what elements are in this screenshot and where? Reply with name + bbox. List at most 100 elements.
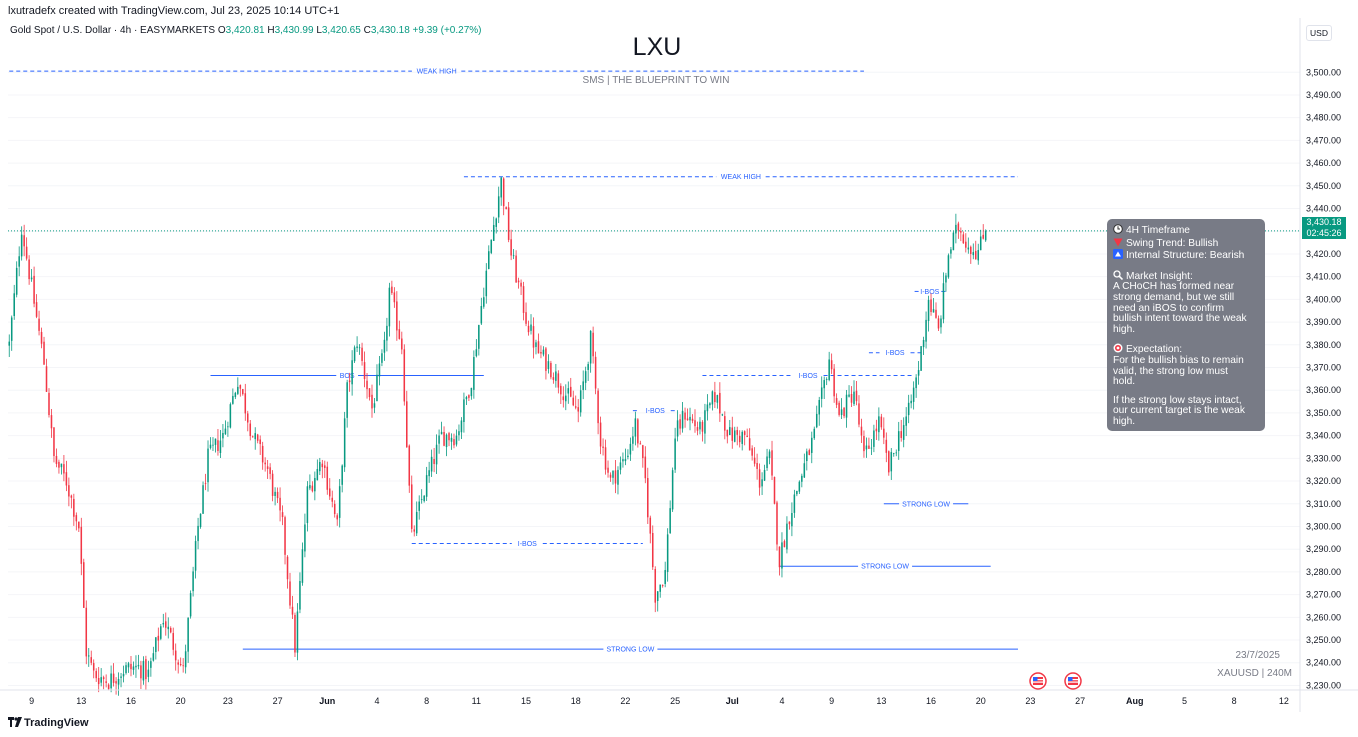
tradingview-logo-text: TradingView bbox=[24, 717, 89, 729]
y-tick-label: 3,370.00 bbox=[1306, 363, 1341, 373]
candle-body bbox=[758, 469, 761, 488]
candle-body bbox=[291, 606, 294, 615]
info-panel[interactable]: 4H Timeframe Swing Trend: Bullish Intern… bbox=[1107, 219, 1265, 431]
candle-body bbox=[289, 581, 291, 606]
price-axis[interactable]: 3,230.00 3,240.00 3,250.00 3,260.00 3,270.00… bbox=[1299, 18, 1341, 712]
candle-body bbox=[212, 444, 214, 446]
candle-body bbox=[686, 418, 689, 421]
symbol-info[interactable]: Gold Spot / U.S. Dollar · 4h · EASYMARKE… bbox=[10, 25, 481, 36]
candle-body bbox=[353, 347, 356, 362]
candle-body bbox=[63, 464, 65, 474]
candle-body bbox=[604, 447, 607, 470]
last-price-tag: 3,430.18 bbox=[1302, 217, 1346, 228]
candle-body bbox=[403, 349, 406, 402]
x-tick-label: 8 bbox=[1232, 696, 1237, 706]
candle-body bbox=[738, 435, 741, 443]
us-flag-icon[interactable] bbox=[1029, 672, 1047, 695]
insight-line: high. bbox=[1113, 323, 1136, 335]
candle-body bbox=[709, 403, 711, 406]
candle-body bbox=[294, 614, 296, 653]
x-tick-label: 15 bbox=[521, 696, 531, 706]
candle-body bbox=[324, 465, 326, 468]
candle-body bbox=[704, 410, 706, 434]
candle-body bbox=[480, 306, 483, 324]
candle-body bbox=[910, 400, 912, 404]
candle-body bbox=[902, 425, 905, 440]
candle-body bbox=[445, 434, 448, 448]
candle-body bbox=[830, 360, 833, 370]
candle-body bbox=[75, 515, 78, 522]
candle-body bbox=[33, 275, 35, 304]
y-tick-label: 3,390.00 bbox=[1306, 317, 1341, 327]
time-axis[interactable]: 9 13 16 20 23 27 Jun 4 8 11 15 18 22 25 Jul 4 9 13 16 20 23 2… bbox=[0, 689, 1358, 706]
candle-body bbox=[865, 445, 868, 450]
candle-body bbox=[237, 386, 239, 394]
candle-body bbox=[731, 427, 734, 441]
candle-body bbox=[589, 330, 592, 364]
candle-body bbox=[199, 513, 202, 527]
x-tick-label: 25 bbox=[670, 696, 680, 706]
candle-body bbox=[10, 317, 13, 341]
candle-body bbox=[599, 422, 602, 447]
candle-body bbox=[748, 438, 751, 451]
candle-body bbox=[761, 479, 763, 487]
candle-body bbox=[669, 508, 671, 534]
candle-body bbox=[868, 445, 870, 449]
candle-body bbox=[940, 318, 942, 328]
candle-body bbox=[229, 404, 232, 428]
candle-body bbox=[726, 429, 729, 437]
candle-body bbox=[227, 426, 229, 428]
candle-body bbox=[676, 420, 679, 437]
candle-body bbox=[470, 387, 473, 397]
candle-body bbox=[855, 390, 858, 402]
candle-body bbox=[28, 259, 30, 280]
candle-body bbox=[617, 469, 619, 485]
candle-body bbox=[681, 410, 684, 429]
x-tick-label: 11 bbox=[472, 696, 481, 706]
insight-line: bullish intent toward the weak bbox=[1113, 313, 1247, 325]
currency-selector[interactable]: USD bbox=[1306, 25, 1332, 41]
tradingview-logo-icon bbox=[8, 717, 22, 727]
y-tick-label: 3,450.00 bbox=[1306, 181, 1341, 191]
candle-body bbox=[609, 474, 612, 478]
tradingview-logo[interactable]: TradingView bbox=[8, 717, 89, 729]
candle-body bbox=[284, 517, 286, 555]
us-flag-icon[interactable] bbox=[1064, 672, 1082, 695]
candle-body bbox=[256, 434, 259, 441]
candle-body bbox=[532, 326, 535, 348]
candle-body bbox=[274, 491, 276, 496]
candle-body bbox=[276, 491, 279, 499]
clock-icon bbox=[1113, 224, 1123, 234]
candle-body bbox=[955, 224, 957, 234]
candle-body bbox=[922, 340, 925, 348]
x-tick-label: 20 bbox=[976, 696, 986, 706]
candle-body bbox=[406, 401, 408, 448]
candle-body bbox=[716, 395, 719, 403]
candle-body bbox=[373, 403, 376, 408]
candle-body bbox=[455, 435, 458, 445]
candle-body bbox=[828, 359, 830, 381]
candle-body bbox=[415, 511, 418, 534]
candle-body bbox=[525, 312, 527, 324]
created-by-text: lxutradefx created with TradingView.com,… bbox=[8, 5, 340, 17]
candle-body bbox=[522, 286, 525, 313]
candle-body bbox=[172, 633, 174, 650]
candle-body bbox=[569, 386, 572, 397]
candle-body bbox=[438, 435, 440, 444]
candle-body bbox=[343, 418, 346, 468]
candle-body bbox=[468, 395, 470, 398]
candle-body bbox=[932, 309, 935, 313]
candle-body bbox=[972, 252, 975, 256]
candle-body bbox=[947, 255, 950, 278]
candle-body bbox=[895, 452, 898, 454]
candle-body bbox=[502, 178, 505, 207]
candle-body bbox=[582, 381, 584, 390]
candle-body bbox=[463, 399, 465, 423]
candle-body bbox=[565, 395, 567, 402]
candle-body bbox=[423, 495, 425, 502]
target-line: If the strong low stays intact, bbox=[1113, 394, 1242, 406]
structure-level-label: STRONG LOW bbox=[861, 564, 909, 571]
candle-body bbox=[356, 346, 358, 349]
x-tick-label: 27 bbox=[273, 696, 283, 706]
